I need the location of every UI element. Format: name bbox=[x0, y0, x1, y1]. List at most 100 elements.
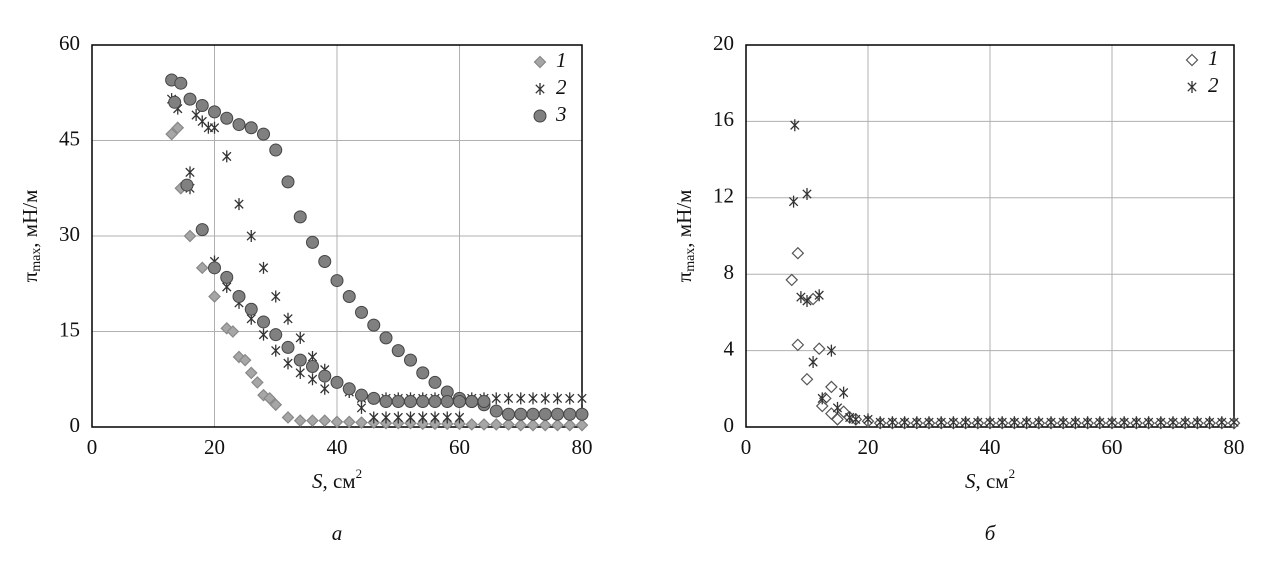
panel-label: а bbox=[332, 521, 343, 545]
marker-circle bbox=[195, 223, 209, 237]
x-tick-label: 80 bbox=[1224, 435, 1245, 459]
series bbox=[166, 93, 587, 424]
marker-asterisk bbox=[430, 411, 440, 424]
marker-diamond bbox=[330, 415, 344, 429]
marker-asterisk bbox=[405, 411, 416, 424]
marker-circle bbox=[465, 395, 479, 409]
marker-diamond bbox=[791, 246, 805, 260]
marker-circle bbox=[168, 95, 182, 109]
marker-asterisk bbox=[320, 382, 330, 395]
x-axis-label: S, см2 bbox=[965, 466, 1015, 493]
x-tick-label: 40 bbox=[327, 435, 348, 459]
y-label-symbol: π bbox=[672, 271, 696, 282]
marker-asterisk bbox=[271, 344, 281, 357]
legend-label: 1 bbox=[1208, 46, 1219, 70]
marker-circle bbox=[391, 344, 405, 358]
marker-circle bbox=[551, 407, 564, 421]
y-label-unit: , мН/м bbox=[672, 190, 696, 248]
y-label-symbol: π bbox=[18, 271, 42, 282]
marker-diamond bbox=[831, 413, 844, 426]
marker-asterisk bbox=[1192, 416, 1203, 429]
marker-diamond bbox=[281, 411, 295, 424]
marker-diamond bbox=[220, 321, 234, 335]
y-axis-label: πmax, мН/м bbox=[18, 190, 44, 283]
marker-asterisk bbox=[802, 294, 812, 307]
marker-circle bbox=[257, 315, 270, 329]
marker-asterisk bbox=[788, 195, 799, 208]
marker-asterisk bbox=[258, 261, 269, 274]
marker-circle bbox=[526, 407, 540, 421]
marker-circle bbox=[391, 395, 405, 409]
marker-asterisk bbox=[936, 416, 946, 429]
marker-circle bbox=[428, 375, 442, 389]
legend-entry: 2 bbox=[535, 75, 567, 99]
legend-label: 3 bbox=[555, 102, 567, 126]
marker-circle bbox=[220, 270, 234, 284]
marker-diamond bbox=[342, 415, 356, 429]
series bbox=[788, 119, 1239, 429]
marker-circle bbox=[208, 261, 221, 275]
marker-circle bbox=[180, 178, 194, 192]
marker-asterisk bbox=[1107, 416, 1117, 429]
marker-asterisk bbox=[528, 392, 538, 405]
marker-asterisk bbox=[1187, 81, 1197, 93]
marker-asterisk bbox=[283, 357, 293, 370]
legend-entry: 2 bbox=[1187, 73, 1219, 97]
marker-circle bbox=[330, 274, 344, 288]
marker-asterisk bbox=[283, 312, 293, 325]
marker-circle bbox=[220, 111, 234, 125]
marker-asterisk bbox=[381, 411, 391, 424]
marker-asterisk bbox=[924, 416, 934, 429]
y-tick-label: 0 bbox=[70, 413, 81, 437]
marker-asterisk bbox=[1204, 416, 1215, 429]
marker-asterisk bbox=[796, 291, 806, 304]
y-tick-label: 45 bbox=[59, 126, 80, 150]
x-tick-label: 0 bbox=[741, 435, 752, 459]
marker-circle bbox=[440, 395, 454, 409]
marker-asterisk bbox=[832, 401, 843, 414]
y-tick-label: 0 bbox=[724, 413, 735, 437]
x-tick-label: 80 bbox=[572, 435, 593, 459]
marker-asterisk bbox=[985, 416, 995, 429]
marker-asterisk bbox=[845, 411, 855, 424]
x-label-exponent: 2 bbox=[1009, 466, 1016, 481]
marker-asterisk bbox=[912, 416, 922, 429]
marker-diamond bbox=[575, 418, 589, 432]
x-tick-label: 60 bbox=[449, 435, 470, 459]
marker-diamond bbox=[232, 350, 246, 364]
marker-asterisk bbox=[997, 416, 1007, 429]
y-axis-label: πmax, мН/м bbox=[672, 190, 698, 283]
marker-circle bbox=[293, 210, 307, 224]
marker-diamond bbox=[355, 416, 368, 429]
marker-circle bbox=[453, 395, 466, 409]
marker-asterisk bbox=[1168, 416, 1178, 429]
x-label-unit: , см bbox=[975, 469, 1008, 493]
marker-circle bbox=[306, 235, 319, 249]
marker-circle bbox=[514, 407, 528, 421]
marker-asterisk bbox=[369, 411, 379, 424]
marker-asterisk bbox=[185, 166, 195, 179]
x-tick-label: 20 bbox=[204, 435, 225, 459]
marker-circle bbox=[257, 127, 270, 141]
marker-diamond bbox=[825, 380, 838, 394]
marker-diamond bbox=[257, 388, 270, 402]
marker-asterisk bbox=[1131, 416, 1142, 429]
marker-diamond bbox=[238, 353, 252, 367]
x-tick-label: 20 bbox=[858, 435, 879, 459]
marker-circle bbox=[502, 407, 515, 421]
legend-label: 1 bbox=[556, 48, 567, 72]
marker-asterisk bbox=[808, 356, 818, 369]
marker-asterisk bbox=[1046, 416, 1056, 429]
marker-diamond bbox=[165, 127, 178, 141]
marker-asterisk bbox=[863, 413, 873, 426]
marker-asterisk bbox=[1058, 416, 1068, 429]
marker-asterisk bbox=[1217, 416, 1227, 429]
marker-circle bbox=[342, 382, 356, 396]
y-tick-label: 60 bbox=[59, 31, 80, 55]
marker-circle bbox=[342, 289, 356, 303]
y-label-subscript: max bbox=[683, 248, 698, 272]
marker-diamond bbox=[489, 418, 503, 431]
x-label-exponent: 2 bbox=[356, 466, 363, 481]
